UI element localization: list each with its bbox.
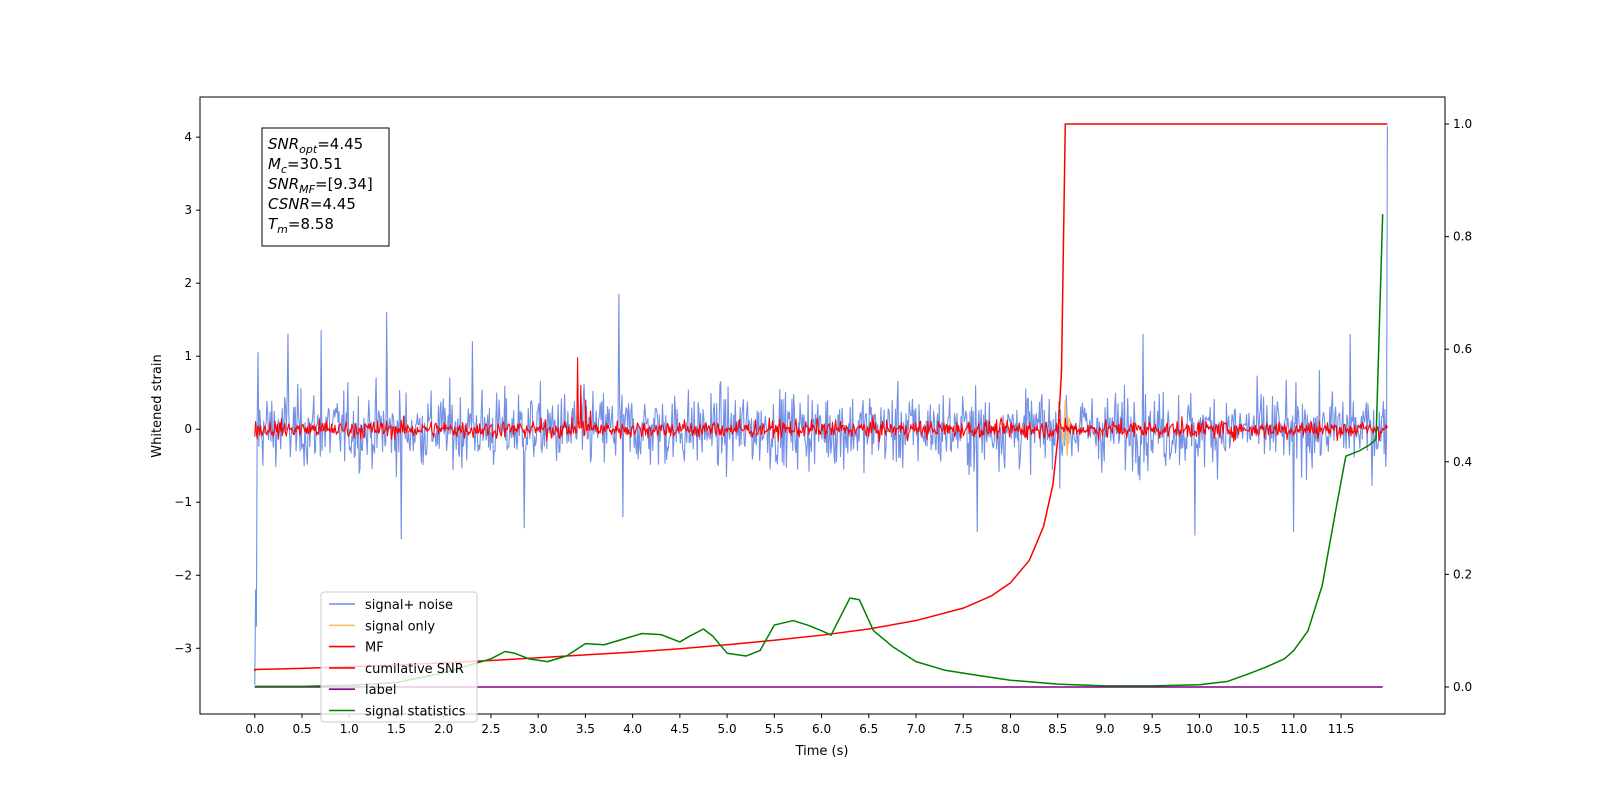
annotation-line: SNRMF=[9.34] <box>268 175 373 196</box>
x-tick-label: 1.5 <box>387 722 406 736</box>
x-tick-label: 1.0 <box>340 722 359 736</box>
annotation-subscript: c <box>281 163 287 176</box>
x-tick-label: 3.5 <box>576 722 595 736</box>
x-axis: 0.0 0.5 1.0 1.5 2.0 2.5 3.0 3.5 4.0 4.5 5.0 5.5 6.0 6… <box>245 714 1354 736</box>
annotation-value: =8.58 <box>288 215 334 233</box>
x-tick-label: 9.5 <box>1143 722 1162 736</box>
y2-tick-label: 0.4 <box>1453 455 1472 469</box>
x-tick-label: 2.5 <box>481 722 500 736</box>
legend-entry-label: signal+ noise <box>365 598 453 613</box>
x-tick-label: 11.5 <box>1328 722 1355 736</box>
annotation-value: =4.45 <box>317 135 363 153</box>
legend-entry-label: label <box>365 683 396 698</box>
x-tick-label: 8.0 <box>1001 722 1020 736</box>
series-line-5 <box>254 214 1384 688</box>
legend-entry-label: MF <box>365 641 384 656</box>
y-axis-left: −3 −2 −1 0 1 2 3 4 <box>174 130 200 655</box>
x-tick-label: 4.5 <box>670 722 689 736</box>
plot-frame <box>199 96 1446 715</box>
x-axis-label: Time (s) <box>795 744 849 759</box>
legend: signal+ noise signal only MF cumilative SNR… <box>320 591 478 723</box>
x-tick-label: 0.0 <box>245 722 264 736</box>
y2-tick-label: 0.6 <box>1453 342 1472 356</box>
x-tick-label: 6.0 <box>812 722 831 736</box>
x-tick-label: 7.5 <box>954 722 973 736</box>
series-line-2 <box>254 357 1388 442</box>
x-tick-label: 5.5 <box>765 722 784 736</box>
annotation-line: CSNR=4.45 <box>268 195 356 213</box>
y-axis-right: 0.0 0.2 0.4 0.6 0.8 1.0 <box>1445 117 1472 694</box>
x-tick-label: 8.5 <box>1048 722 1067 736</box>
y-tick-label: −2 <box>174 568 192 582</box>
annotation-line: SNRopt=4.45 <box>268 135 363 156</box>
y2-tick-label: 1.0 <box>1453 117 1472 131</box>
y-tick-label: 0 <box>184 422 192 436</box>
annotation-value: =4.45 <box>310 195 356 213</box>
y2-tick-label: 0.2 <box>1453 567 1472 581</box>
annotation-subscript: m <box>277 223 288 236</box>
annotation-subscript: MF <box>299 183 315 196</box>
y-tick-label: 2 <box>184 276 192 290</box>
annotation-symbol: CSNR <box>268 195 310 213</box>
x-tick-label: 4.0 <box>623 722 642 736</box>
annotation-frame <box>261 127 390 247</box>
y-tick-label: −3 <box>174 641 192 655</box>
y-tick-label: 3 <box>184 203 192 217</box>
y-axis-label: Whitened strain <box>150 354 165 457</box>
x-tick-label: 7.0 <box>906 722 925 736</box>
y-tick-label: 1 <box>184 349 192 363</box>
stats-annotation-box: SNRopt=4.45Mc=30.51SNRMF=[9.34]CSNR=4.45… <box>261 127 390 247</box>
x-tick-label: 10.5 <box>1233 722 1260 736</box>
x-tick-label: 9.0 <box>1095 722 1114 736</box>
y2-tick-label: 0.0 <box>1453 680 1472 694</box>
annotation-symbol: SNR <box>268 175 299 193</box>
x-tick-label: 11.0 <box>1281 722 1308 736</box>
x-tick-label: 5.0 <box>718 722 737 736</box>
x-tick-label: 10.0 <box>1186 722 1213 736</box>
annotation-line: Mc=30.51 <box>268 155 343 176</box>
x-tick-label: 3.0 <box>529 722 548 736</box>
annotation-line: Tm=8.58 <box>268 215 334 236</box>
annotation-symbol: M <box>268 155 281 173</box>
x-tick-label: 0.5 <box>292 722 311 736</box>
annotation-symbol: SNR <box>268 135 299 153</box>
legend-entry-label: signal statistics <box>365 705 466 720</box>
x-tick-label: 2.0 <box>434 722 453 736</box>
annotation-value: =[9.34] <box>315 175 373 193</box>
annotation-symbol: T <box>268 215 279 233</box>
legend-entry-label: signal only <box>365 619 435 634</box>
annotation-subscript: opt <box>299 143 318 156</box>
x-tick-label: 6.5 <box>859 722 878 736</box>
y-tick-label: −1 <box>174 495 192 509</box>
series-line-1 <box>1056 400 1074 456</box>
annotation-value: =30.51 <box>287 155 343 173</box>
y-tick-label: 4 <box>184 130 192 144</box>
legend-entry-label: cumilative SNR <box>365 662 464 677</box>
y2-tick-label: 0.8 <box>1453 230 1472 244</box>
legend-frame <box>320 591 478 723</box>
